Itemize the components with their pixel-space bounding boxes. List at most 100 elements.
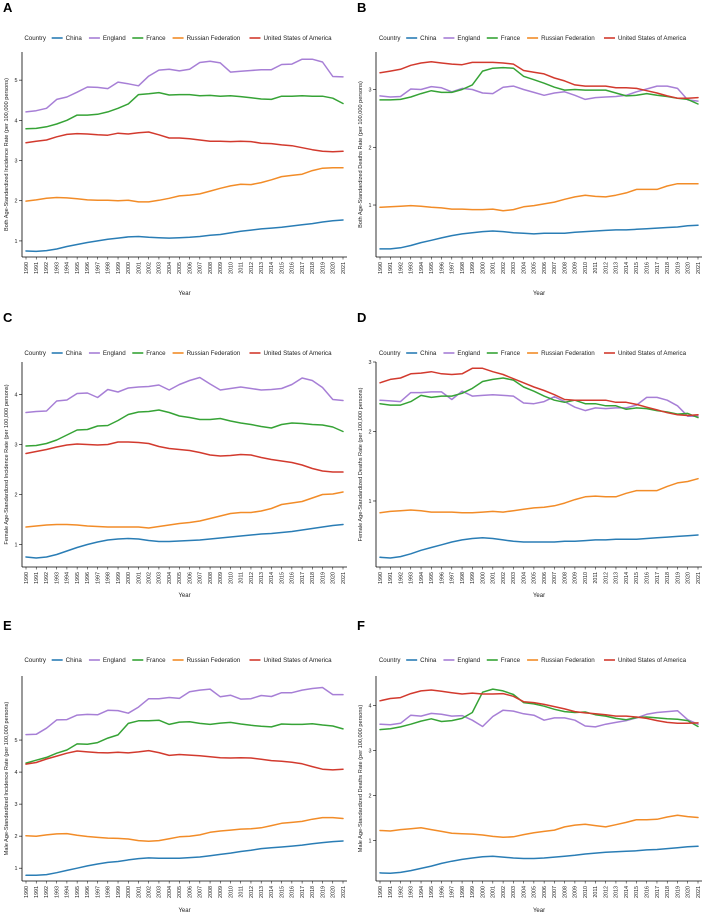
- y-axis-title: Male Age-Standardized Deaths Rate (per 1…: [358, 705, 364, 853]
- x-tick-label: 2021: [341, 262, 347, 274]
- x-tick-label: 1990: [24, 572, 30, 584]
- x-tick-label: 2005: [532, 886, 538, 898]
- x-tick-label: 2021: [696, 886, 702, 898]
- x-tick-label: 2003: [511, 262, 517, 274]
- x-tick-label: 2004: [167, 262, 173, 274]
- x-tick-label: 1992: [398, 262, 404, 274]
- series-line-england: [25, 686, 344, 736]
- series-line-united-states-of-america: [25, 749, 344, 771]
- x-tick-label: 1997: [450, 572, 456, 584]
- x-tick-label: 2011: [239, 886, 245, 898]
- x-tick-label: 1995: [75, 262, 81, 274]
- x-tick-label: 1994: [419, 572, 425, 584]
- x-tick-label: 2010: [228, 886, 234, 898]
- series-line-russian-federation: [25, 816, 344, 843]
- x-tick-label: 2016: [290, 262, 296, 274]
- y-tick-label: 5: [15, 738, 18, 744]
- x-tick-label: 2005: [177, 886, 183, 898]
- x-tick-label: 2010: [228, 262, 234, 274]
- x-tick-label: 1990: [378, 572, 384, 584]
- x-tick-label: 1992: [398, 572, 404, 584]
- x-tick-label: 2011: [593, 262, 599, 274]
- legend-label: France: [501, 657, 521, 664]
- x-tick-label: 2003: [511, 572, 517, 584]
- x-tick-label: 2010: [228, 572, 234, 584]
- x-tick-label: 2000: [480, 572, 486, 584]
- panel-letter: D: [357, 310, 366, 325]
- x-tick-label: 2006: [542, 886, 548, 898]
- panel-letter: E: [3, 618, 12, 633]
- panel-a: A Country China England France Russian Federa…: [3, 0, 347, 297]
- x-tick-label: 1998: [106, 886, 112, 898]
- x-tick-label: 2011: [593, 572, 599, 584]
- x-tick-label: 2019: [675, 262, 681, 274]
- x-tick-label: 2012: [249, 886, 255, 898]
- x-tick-label: 1994: [65, 262, 71, 274]
- x-tick-label: 1996: [439, 572, 445, 584]
- legend-label: England: [457, 35, 480, 42]
- x-tick-label: 2011: [239, 572, 245, 584]
- x-tick-label: 2018: [310, 262, 316, 274]
- y-tick-label: 3: [15, 802, 18, 808]
- x-tick-label: 2013: [259, 886, 265, 898]
- series-line-england: [25, 376, 344, 414]
- x-tick-label: 2018: [310, 572, 316, 584]
- legend: Country China England France Russian Federat…: [24, 657, 332, 664]
- x-tick-label: 1997: [450, 886, 456, 898]
- series-line-china: [25, 840, 344, 876]
- x-tick-label: 1999: [116, 262, 122, 274]
- x-tick-label: 1991: [34, 262, 40, 274]
- x-tick-label: 1990: [378, 886, 384, 898]
- x-tick-label: 1998: [106, 572, 112, 584]
- legend-title: Country: [24, 657, 47, 664]
- x-tick-label: 2001: [136, 572, 142, 584]
- x-tick-label: 2005: [532, 572, 538, 584]
- x-tick-label: 1997: [450, 262, 456, 274]
- x-tick-label: 1997: [95, 262, 101, 274]
- x-tick-label: 2017: [655, 572, 661, 584]
- series-line-russian-federation: [379, 182, 699, 212]
- x-tick-label: 1993: [54, 262, 60, 274]
- y-tick-label: 3: [369, 748, 372, 754]
- x-tick-label: 2002: [147, 572, 153, 584]
- x-tick-label: 2008: [562, 262, 568, 274]
- x-tick-label: 2004: [167, 886, 173, 898]
- x-tick-label: 1994: [419, 262, 425, 274]
- x-tick-label: 2016: [290, 886, 296, 898]
- legend-label: China: [66, 35, 83, 42]
- x-tick-label: 2017: [655, 886, 661, 898]
- x-tick-label: 2007: [198, 262, 204, 274]
- series-line-china: [379, 534, 699, 559]
- legend: Country China England France Russian Federat…: [379, 35, 687, 42]
- x-tick-label: 2015: [279, 572, 285, 584]
- x-tick-label: 2015: [634, 262, 640, 274]
- x-tick-label: 2013: [614, 262, 620, 274]
- panel-letter: B: [357, 0, 366, 15]
- x-tick-label: 1997: [95, 572, 101, 584]
- legend-label: France: [146, 35, 166, 42]
- y-tick-label: 2: [15, 199, 18, 205]
- x-tick-label: 2018: [665, 886, 671, 898]
- x-tick-label: 1995: [429, 262, 435, 274]
- x-tick-label: 2001: [491, 262, 497, 274]
- y-tick-label: 2: [15, 493, 18, 499]
- legend-label: England: [103, 350, 126, 357]
- x-tick-label: 2010: [583, 262, 589, 274]
- x-axis-title: Year: [178, 291, 190, 297]
- x-tick-label: 1992: [44, 886, 50, 898]
- x-tick-label: 2010: [583, 572, 589, 584]
- series-line-united-states-of-america: [379, 689, 699, 725]
- x-tick-label: 2021: [696, 262, 702, 274]
- series-line-china: [25, 523, 344, 559]
- y-tick-label: 2: [369, 793, 372, 799]
- x-tick-label: 2011: [593, 886, 599, 898]
- y-tick-label: 3: [15, 159, 18, 165]
- x-tick-label: 2017: [300, 262, 306, 274]
- x-tick-label: 2016: [290, 572, 296, 584]
- x-tick-label: 2017: [300, 886, 306, 898]
- y-tick-label: 5: [15, 78, 18, 84]
- series-line-england: [379, 390, 699, 417]
- x-tick-label: 2003: [157, 262, 163, 274]
- x-tick-label: 2017: [300, 572, 306, 584]
- x-tick-label: 1990: [24, 886, 30, 898]
